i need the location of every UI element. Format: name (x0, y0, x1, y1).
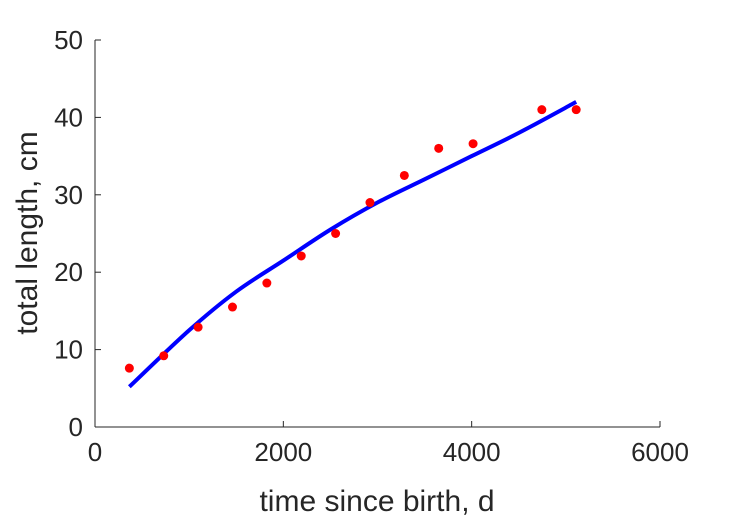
data-point (331, 229, 341, 238)
y-tick-label: 50 (54, 25, 83, 55)
data-point (571, 105, 581, 115)
x-tick-label: 2000 (254, 437, 312, 467)
series-layer (124, 100, 581, 389)
data-point (296, 251, 306, 261)
data-point (262, 278, 272, 288)
x-tick-label: 6000 (631, 437, 689, 467)
fit-curve (127, 100, 578, 389)
y-tick-label: 40 (54, 102, 83, 132)
data-point (365, 198, 375, 208)
y-tick-label: 0 (69, 412, 83, 442)
y-tick-label: 20 (54, 257, 83, 287)
x-tick-label: 0 (88, 437, 102, 467)
data-point (159, 351, 169, 361)
y-axis-label: total length, cm (11, 131, 44, 334)
axes (94, 40, 660, 428)
y-tick-label: 10 (54, 335, 83, 365)
ticks: 0 2000 4000 6000 0 10 20 30 40 50 (54, 25, 689, 467)
data-point (227, 302, 237, 312)
data-point (124, 363, 134, 373)
x-tick-label: 4000 (443, 437, 501, 467)
y-tick-label: 30 (54, 180, 83, 210)
data-point (434, 143, 444, 153)
data-point (193, 322, 203, 332)
data-point (468, 139, 478, 149)
data-point (537, 105, 547, 115)
data-point (399, 170, 409, 180)
x-axis-label: time since birth, d (259, 485, 494, 518)
